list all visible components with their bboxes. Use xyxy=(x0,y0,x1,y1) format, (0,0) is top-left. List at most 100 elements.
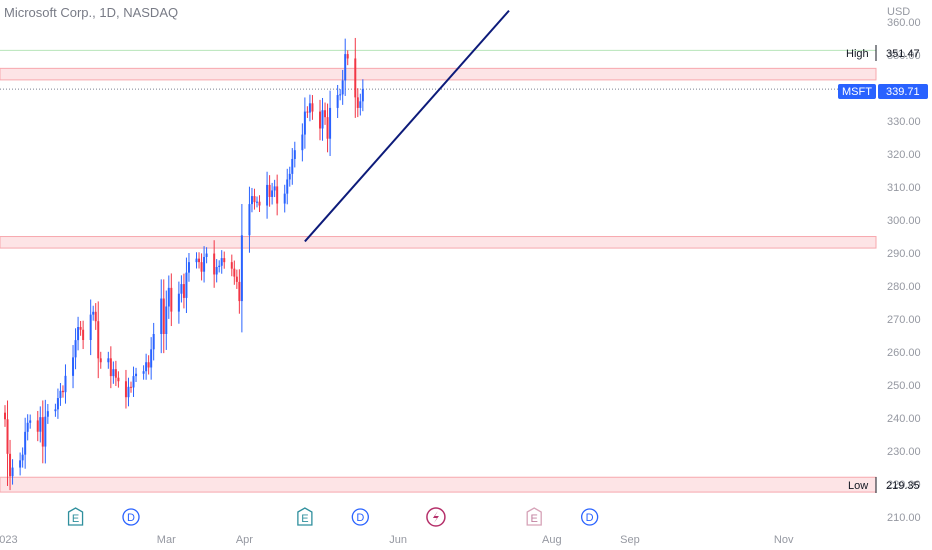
candle[interactable] xyxy=(132,366,135,397)
candle[interactable] xyxy=(112,361,115,384)
candle[interactable] xyxy=(124,369,127,409)
candle[interactable] xyxy=(256,196,258,208)
candle[interactable] xyxy=(107,351,110,369)
candle[interactable] xyxy=(288,166,291,187)
candle[interactable] xyxy=(223,251,226,269)
candle[interactable] xyxy=(9,439,12,491)
candle[interactable] xyxy=(170,273,173,327)
candle[interactable] xyxy=(6,400,9,486)
candle[interactable] xyxy=(92,305,95,321)
candle[interactable] xyxy=(177,281,180,324)
candle[interactable] xyxy=(135,367,138,383)
candle[interactable] xyxy=(258,195,261,213)
candle[interactable] xyxy=(336,84,339,119)
candle[interactable] xyxy=(26,414,29,441)
candle[interactable] xyxy=(109,346,112,389)
candle[interactable] xyxy=(276,174,279,216)
candle[interactable] xyxy=(142,365,145,380)
candle[interactable] xyxy=(240,204,243,333)
candle[interactable] xyxy=(79,320,82,336)
candle[interactable] xyxy=(359,93,362,116)
trend-line[interactable] xyxy=(304,9,510,243)
candle[interactable] xyxy=(195,252,198,269)
candle[interactable] xyxy=(250,187,253,213)
candle[interactable] xyxy=(44,399,47,464)
candle[interactable] xyxy=(230,254,233,277)
candle[interactable] xyxy=(311,95,314,120)
candle[interactable] xyxy=(273,179,276,198)
candle[interactable] xyxy=(326,103,329,153)
zone-band[interactable] xyxy=(0,476,877,493)
candle[interactable] xyxy=(39,406,42,443)
candle[interactable] xyxy=(200,253,203,281)
candle[interactable] xyxy=(147,355,150,375)
candle[interactable] xyxy=(4,405,6,427)
candle[interactable] xyxy=(238,269,241,314)
candle[interactable] xyxy=(77,316,80,351)
dividend-icon[interactable]: D xyxy=(580,508,599,526)
candle[interactable] xyxy=(59,382,62,406)
candle[interactable] xyxy=(329,90,332,156)
candle[interactable] xyxy=(271,182,274,205)
candle[interactable] xyxy=(160,279,163,354)
split-icon[interactable] xyxy=(426,507,446,527)
candle[interactable] xyxy=(61,385,64,398)
candle[interactable] xyxy=(321,97,324,141)
candle[interactable] xyxy=(114,360,117,387)
candle[interactable] xyxy=(127,377,130,407)
candle[interactable] xyxy=(165,290,168,350)
candle[interactable] xyxy=(213,240,216,288)
zone-band[interactable] xyxy=(0,236,877,249)
dividend-icon[interactable]: D xyxy=(122,508,140,526)
candle[interactable] xyxy=(82,320,85,350)
candle[interactable] xyxy=(235,269,238,289)
candle[interactable] xyxy=(308,94,311,122)
candle[interactable] xyxy=(152,322,155,361)
candle[interactable] xyxy=(361,79,364,112)
candle[interactable] xyxy=(233,260,236,285)
candle[interactable] xyxy=(253,188,256,210)
candle[interactable] xyxy=(344,38,347,96)
candle[interactable] xyxy=(198,252,201,269)
candle[interactable] xyxy=(94,303,97,330)
earnings-icon[interactable]: E xyxy=(526,507,542,526)
candle[interactable] xyxy=(187,253,190,282)
candle[interactable] xyxy=(54,403,57,417)
candle[interactable] xyxy=(185,257,188,313)
candle[interactable] xyxy=(283,184,286,213)
candle[interactable] xyxy=(354,37,357,118)
candle[interactable] xyxy=(266,171,269,219)
candle[interactable] xyxy=(41,400,44,464)
candle[interactable] xyxy=(306,106,309,118)
candle[interactable] xyxy=(99,351,102,369)
candle[interactable] xyxy=(215,259,218,283)
candle[interactable] xyxy=(218,260,221,273)
candle[interactable] xyxy=(11,459,14,485)
candle[interactable] xyxy=(301,123,304,162)
dividend-icon[interactable]: D xyxy=(351,508,369,526)
candle[interactable] xyxy=(130,381,132,393)
candle[interactable] xyxy=(248,186,251,253)
candle[interactable] xyxy=(220,250,223,274)
candle[interactable] xyxy=(182,273,185,309)
candle[interactable] xyxy=(341,69,344,105)
candle[interactable] xyxy=(324,102,327,125)
zone-band[interactable] xyxy=(0,67,877,81)
candle[interactable] xyxy=(24,417,27,469)
earnings-icon[interactable]: E xyxy=(67,507,84,526)
candle[interactable] xyxy=(150,337,153,380)
candle[interactable] xyxy=(19,452,22,476)
candle[interactable] xyxy=(180,275,183,303)
candle[interactable] xyxy=(303,97,306,149)
candle[interactable] xyxy=(21,447,24,468)
candle[interactable] xyxy=(117,371,120,388)
candle[interactable] xyxy=(356,88,359,118)
candle[interactable] xyxy=(339,89,342,101)
candle[interactable] xyxy=(89,299,92,356)
candle[interactable] xyxy=(74,328,77,370)
candle[interactable] xyxy=(145,353,148,380)
candle[interactable] xyxy=(29,414,32,429)
candle[interactable] xyxy=(64,364,67,404)
candle[interactable] xyxy=(167,275,170,319)
